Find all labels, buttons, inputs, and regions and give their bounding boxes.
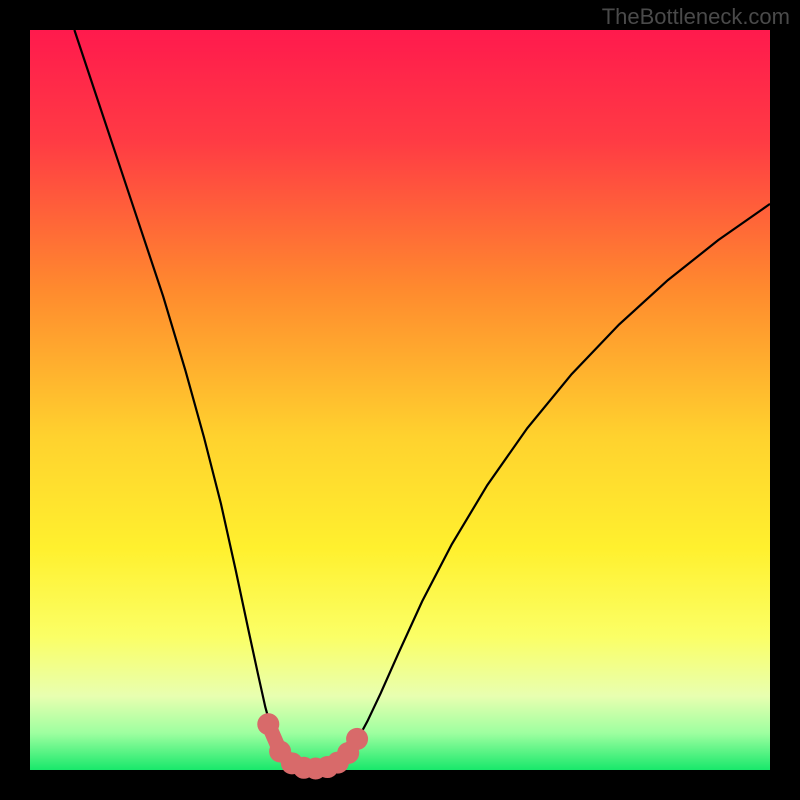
watermark-label: TheBottleneck.com [602, 4, 790, 30]
bottleneck-chart [0, 0, 800, 800]
valley-marker [257, 713, 279, 735]
gradient-background [30, 30, 770, 770]
valley-marker [346, 728, 368, 750]
chart-container: TheBottleneck.com [0, 0, 800, 800]
